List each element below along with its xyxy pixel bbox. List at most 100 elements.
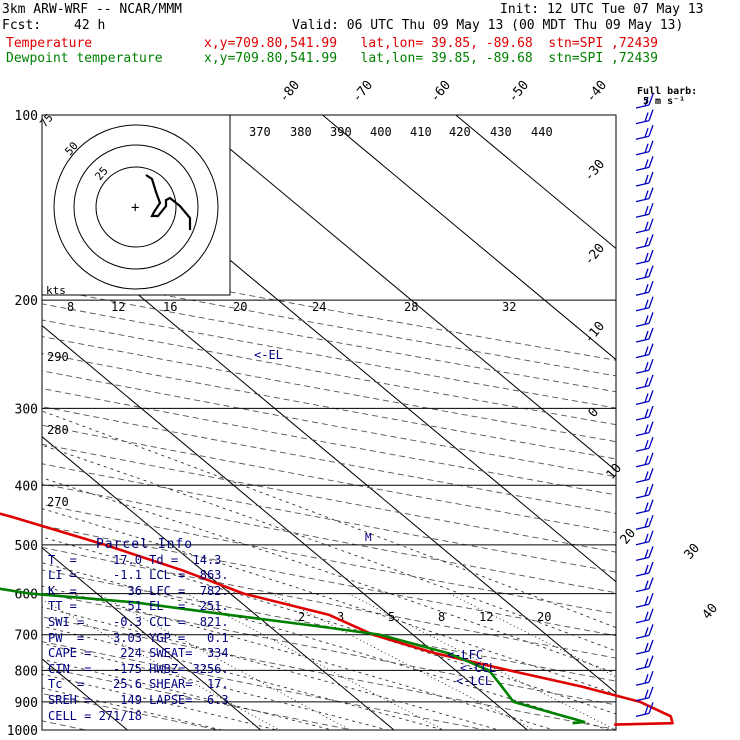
wind-barb-flag <box>648 296 654 309</box>
theta-e-label: 440 <box>531 125 553 139</box>
wind-barb-flag <box>648 639 654 652</box>
moist-adiabat-lines <box>42 410 616 730</box>
wind-barb-shaft <box>635 166 650 172</box>
parcel-info-box: Parcel Info T = 17.0 Td = 14.3 LI = -1.1 … <box>42 537 237 730</box>
wind-barb-shaft <box>635 681 650 686</box>
top-temperature-label: -80 <box>277 78 304 106</box>
wind-barb-flag <box>644 174 649 185</box>
wind-barb-flag <box>648 514 654 527</box>
sounding-series <box>0 512 674 726</box>
wind-barb-flag <box>648 499 654 511</box>
pressure-label: 700 <box>15 629 38 644</box>
wind-barb-shaft <box>635 385 650 390</box>
wind-barb-flag <box>648 171 654 184</box>
wind-barb-flag <box>648 670 654 683</box>
parcel-info-row: CIN = -175 HWBZ= 3256. <box>48 661 229 676</box>
wind-barb-shaft <box>635 712 650 718</box>
wind-barb-flag <box>644 205 649 216</box>
dry-adiabat <box>42 525 616 637</box>
isotherm-line <box>455 115 616 250</box>
ccl-annotation: <-CCL <box>460 661 496 675</box>
isotherm-line <box>42 436 395 730</box>
header: 3km ARW-WRF -- NCAR/MMM Init: 12 UTC Tue… <box>0 0 740 70</box>
mixing-ratio-low-label: 5 <box>388 610 395 624</box>
wind-barb-shaft <box>635 353 650 359</box>
wind-barb-flag <box>648 187 654 199</box>
theta-e-label: 400 <box>370 125 392 139</box>
wind-barb-flag <box>644 393 649 403</box>
init-time: Init: 12 UTC Tue 07 May 13 <box>500 2 704 17</box>
wind-barb-flag <box>648 468 654 480</box>
wind-barb-shaft <box>635 494 650 499</box>
wind-barb-shaft <box>635 556 650 562</box>
wind-barb-flag <box>644 283 649 294</box>
wind-barb-flag <box>648 312 654 324</box>
wind-barb-flag <box>644 268 649 278</box>
wind-barb-shaft <box>635 400 650 406</box>
annotations: <-EL <-LFC <-CCL <-LCL M <box>254 348 496 688</box>
pressure-label: 300 <box>15 402 38 417</box>
pressure-label: 200 <box>15 294 38 309</box>
wind-barb-flag <box>648 390 654 402</box>
wind-barb-flag <box>644 673 649 684</box>
wind-barb-flag <box>648 452 654 465</box>
mixing-ratio-line <box>97 593 352 730</box>
wind-barb-flag <box>648 124 654 137</box>
moist-adiabat <box>42 687 224 730</box>
wind-barb-flag <box>648 608 654 621</box>
wind-barb-shaft <box>635 369 650 374</box>
top-temperature-label: -70 <box>350 78 377 106</box>
pressure-label: 900 <box>15 696 38 711</box>
mixing-ratio-line <box>42 599 281 730</box>
wind-barb-shaft <box>635 244 650 250</box>
wind-barb-flag <box>648 702 654 714</box>
dewpoint-location: x,y=709.80,541.99 lat,lon= 39.85, -89.68… <box>204 51 658 66</box>
wind-barb-flag <box>644 595 649 606</box>
wind-barb-flag <box>644 252 649 263</box>
wind-barb-flag <box>644 549 649 559</box>
barb-legend: Full barb: 5 m s⁻¹ <box>637 86 697 107</box>
isotherm-line <box>42 547 262 730</box>
parcel-info-row: K = 36 LFC = 782. <box>48 583 229 598</box>
mixing-ratio-line <box>348 593 616 730</box>
dry-adiabat <box>42 616 616 730</box>
theta-e-label: 410 <box>410 125 432 139</box>
wind-barb-flag <box>644 112 649 122</box>
wind-barb-flag <box>644 642 649 653</box>
mixing-ratio-low-label: 12 <box>479 610 493 624</box>
wind-barb-shaft <box>635 135 650 140</box>
wind-barb-flag <box>644 408 649 419</box>
lcl-annotation: <-LCL <box>456 674 492 688</box>
wind-barb-flag <box>644 502 649 512</box>
moist-adiabat <box>42 562 611 730</box>
wind-barb-shaft <box>635 447 650 452</box>
wind-barb-flag <box>648 592 654 605</box>
wind-barb-shaft <box>635 229 650 234</box>
wind-barb-shaft <box>635 307 650 312</box>
parcel-info-title: Parcel Info <box>95 537 194 552</box>
wind-barb-flag <box>648 561 654 574</box>
hodograph-ring-50 <box>73 144 199 270</box>
wind-barb-shaft <box>635 572 650 577</box>
theta-e-label: 380 <box>290 125 312 139</box>
theta-label: 270 <box>47 495 69 509</box>
top-temperature-label: -60 <box>428 78 455 106</box>
barb-legend-value: 5 m s⁻¹ <box>643 96 685 107</box>
parcel-info-row: CAPE = 224 SWEAT= 334 <box>48 646 229 661</box>
mixing-ratio-label: 32 <box>502 300 516 314</box>
wind-barb-flag <box>648 405 654 418</box>
valid-time: Valid: 06 UTC Thu 09 May 13 (00 MDT Thu … <box>292 18 684 33</box>
dry-adiabat <box>42 569 616 682</box>
wind-barb-shaft <box>635 541 650 546</box>
mixing-ratio-label: 24 <box>312 300 326 314</box>
wind-barb-flag <box>644 127 649 138</box>
isotherm-line <box>322 115 616 361</box>
wind-barb-shaft <box>635 650 650 655</box>
wind-barb-flag <box>644 517 649 528</box>
wind-barb-shaft <box>635 634 650 640</box>
top-temperature-label: -40 <box>584 78 611 106</box>
wind-barb-shaft <box>635 260 650 265</box>
wind-barb-shaft <box>635 291 650 296</box>
wind-barb-shaft <box>635 587 650 593</box>
